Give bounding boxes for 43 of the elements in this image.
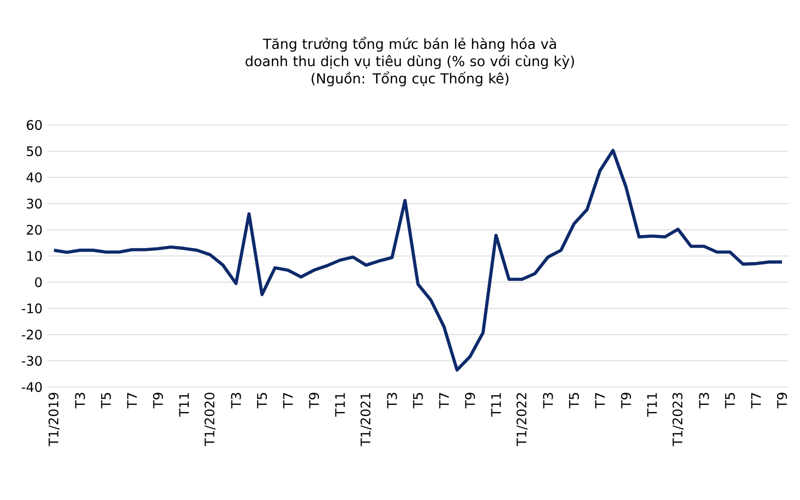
chart-subtitle: (Nguồn: Tổng cục Thống kê)	[312, 71, 508, 86]
y-tick-label: -40	[22, 382, 42, 392]
x-tick-label: T3	[699, 392, 709, 408]
x-tick-label: T9	[621, 392, 631, 408]
x-tick-label: T9	[309, 392, 319, 408]
x-tick-label: T1/2021	[360, 393, 372, 446]
x-tick-label: T7	[127, 393, 137, 408]
x-tick-label: T5	[725, 393, 735, 408]
x-tick-label: T9	[777, 392, 787, 408]
x-tick-label: T11	[335, 393, 345, 417]
line-series	[52, 148, 784, 372]
y-tick-label: 20	[26, 224, 42, 235]
x-tick-label: T1/2020	[204, 392, 216, 446]
x-tick-label: T5	[413, 393, 423, 408]
x-tick-label: T3	[75, 392, 85, 408]
y-tick-label: -10	[22, 303, 42, 314]
x-tick-label: T7	[595, 393, 605, 408]
y-tick-label: 50	[26, 146, 42, 156]
y-tick-label: 40	[26, 172, 42, 182]
x-tick-label: T7	[751, 393, 761, 408]
x-tick-label: T1/2023	[672, 392, 684, 446]
x-tick-label: T11	[647, 393, 657, 417]
y-tick-label: 60	[26, 120, 42, 130]
x-tick-label: T1/2019	[48, 392, 60, 446]
chart-title: Tăng trưởng tổng mức bán lẻ hàng hóa và doanh thu dịch vụ tiêu dùng (% so với cùng kỳ)	[246, 36, 574, 69]
x-tick-label: T7	[439, 393, 449, 408]
x-tick-label: T7	[283, 393, 293, 408]
x-tick-label: T1/2022	[516, 393, 528, 446]
x-tick-label: T9	[153, 392, 163, 408]
y-tick-label: 0	[35, 277, 42, 288]
x-tick-label: T5	[101, 393, 111, 408]
y-tick-label: -20	[22, 330, 42, 340]
x-tick-label: T3	[543, 392, 553, 408]
x-tick-label: T11	[179, 393, 189, 417]
x-tick-label: T3	[387, 392, 397, 408]
x-tick-label: T3	[231, 392, 241, 408]
x-tick-label: T5	[257, 393, 267, 408]
y-tick-label: 30	[26, 198, 42, 209]
x-tick-label: T11	[491, 393, 501, 417]
y-tick-label: 10	[27, 251, 42, 261]
y-tick-label: -30	[22, 356, 42, 366]
x-tick-label: T9	[465, 392, 475, 408]
x-tick-label: T5	[569, 393, 579, 408]
